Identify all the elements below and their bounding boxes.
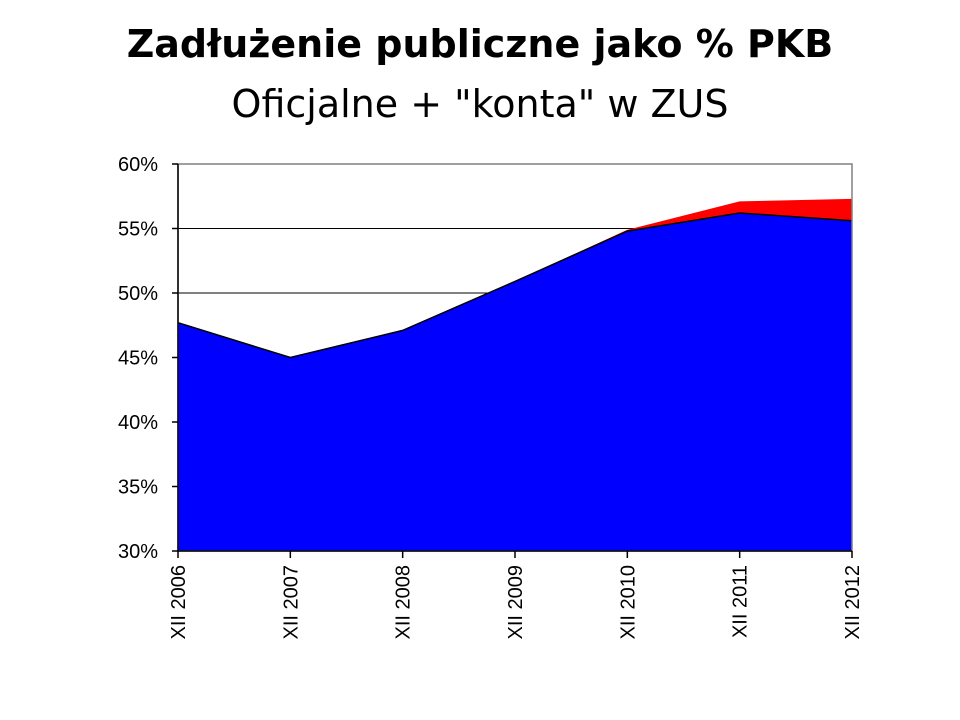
x-tick-label: XII 2009 bbox=[505, 565, 527, 640]
chart-subtitle: Oficjalne + "konta" w ZUS bbox=[231, 82, 729, 126]
series-area-lower bbox=[178, 213, 852, 551]
chart-title: Zadłużenie publiczne jako % PKB bbox=[126, 22, 834, 66]
y-tick-label: 30% bbox=[118, 541, 158, 563]
y-tick-label: 35% bbox=[118, 477, 158, 499]
x-tick-label: XII 2010 bbox=[617, 565, 639, 640]
y-tick-label: 45% bbox=[118, 348, 158, 370]
y-tick-label: 60% bbox=[118, 154, 158, 176]
y-tick-label: 40% bbox=[118, 412, 158, 434]
x-tick-label: XII 2007 bbox=[280, 565, 302, 640]
series-area-upper bbox=[178, 198, 852, 358]
x-tick-label: XII 2012 bbox=[842, 565, 864, 640]
y-tick-label: 50% bbox=[118, 283, 158, 305]
x-tick-label: XII 2008 bbox=[393, 565, 415, 640]
x-tick-label: XII 2006 bbox=[168, 565, 190, 640]
x-tick-label: XII 2011 bbox=[730, 565, 752, 638]
y-tick-label: 55% bbox=[118, 219, 158, 241]
series-outline bbox=[177, 212, 853, 359]
